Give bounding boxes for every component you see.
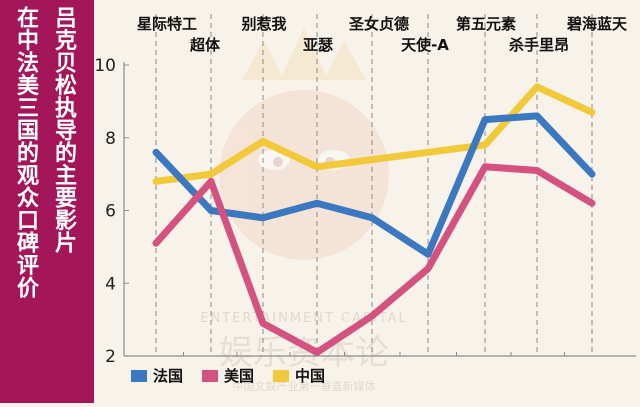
category-label: 天使-A [401, 36, 449, 54]
grid-lines [155, 14, 593, 356]
category-label: 别惹我 [240, 15, 286, 33]
series-line-美国 [152, 163, 596, 356]
y-tick-label: 4 [105, 274, 116, 294]
watermark-cn: 娱乐资本论 [219, 333, 389, 373]
category-label: 碧海蓝天 [566, 15, 628, 33]
category-label: 第五元素 [456, 15, 516, 33]
legend-china-label: 中国 [295, 367, 325, 385]
watermark-tagline: 中国文娱产业第一垂直新媒体 [233, 379, 376, 393]
series-line-中国 [152, 83, 596, 185]
watermark-en: ENTERTAINMENT CAPITAL [200, 311, 408, 326]
y-tick-label: 2 [105, 347, 116, 367]
legend-france-swatch [131, 370, 147, 382]
legend: 法国 美国 中国 [131, 367, 325, 385]
y-tick-labels: 2 4 6 8 10 [94, 56, 129, 367]
y-tick-label: 10 [94, 56, 116, 76]
series-line-法国 [152, 112, 596, 258]
title-line-1: 吕克贝松执导的主要影片 [51, 6, 76, 254]
title-panel: 吕克贝松执导的主要影片 在中法美三国的观众口碑评价 [0, 0, 94, 403]
line-chart: ENTERTAINMENT CAPITAL 娱乐资本论 中国文娱产业第一垂直新媒… [94, 14, 636, 393]
legend-china-swatch [273, 370, 289, 382]
legend-france-label: 法国 [153, 367, 183, 385]
category-label: 亚瑟 [303, 36, 333, 54]
category-label: 超体 [189, 36, 221, 54]
y-tick-label: 6 [105, 202, 116, 222]
category-label: 星际特工 [137, 15, 197, 33]
mascot-logo [219, 28, 389, 260]
chart-area: ENTERTAINMENT CAPITAL 娱乐资本论 中国文娱产业第一垂直新媒… [94, 0, 640, 403]
y-tick-label: 8 [105, 129, 116, 149]
category-label: 杀手里昂 [509, 36, 569, 54]
legend-usa-label: 美国 [224, 367, 254, 385]
legend-usa-swatch [202, 370, 218, 382]
series-lines [152, 83, 596, 356]
category-label: 圣女贞德 [348, 15, 409, 33]
title-line-2: 在中法美三国的观众口碑评价 [13, 6, 38, 299]
